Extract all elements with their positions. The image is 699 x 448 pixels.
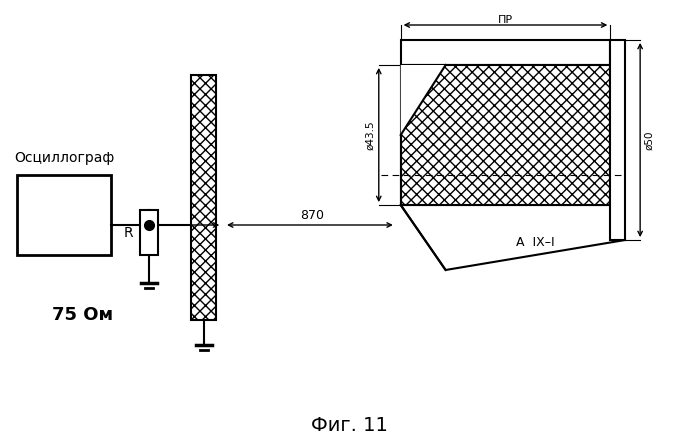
Bar [17, 175, 111, 255]
Bar [401, 65, 610, 205]
Text: ø43.5: ø43.5 [365, 120, 375, 150]
Text: ПР: ПР [498, 15, 513, 25]
Text: Осциллограф: Осциллограф [14, 151, 114, 165]
Text: А  IХ–I: А IХ–I [516, 236, 555, 249]
Polygon shape [401, 65, 446, 135]
Text: ø50: ø50 [644, 130, 654, 150]
Bar [140, 210, 158, 255]
Polygon shape [401, 205, 625, 270]
Text: R: R [124, 225, 134, 240]
Bar [610, 40, 625, 240]
Bar [192, 75, 216, 320]
Text: 75 Ом: 75 Ом [52, 306, 113, 324]
Text: 870: 870 [301, 208, 324, 221]
Bar [192, 75, 216, 320]
Text: Фиг. 11: Фиг. 11 [312, 415, 388, 435]
Bar [401, 40, 610, 65]
Bar [401, 65, 610, 205]
